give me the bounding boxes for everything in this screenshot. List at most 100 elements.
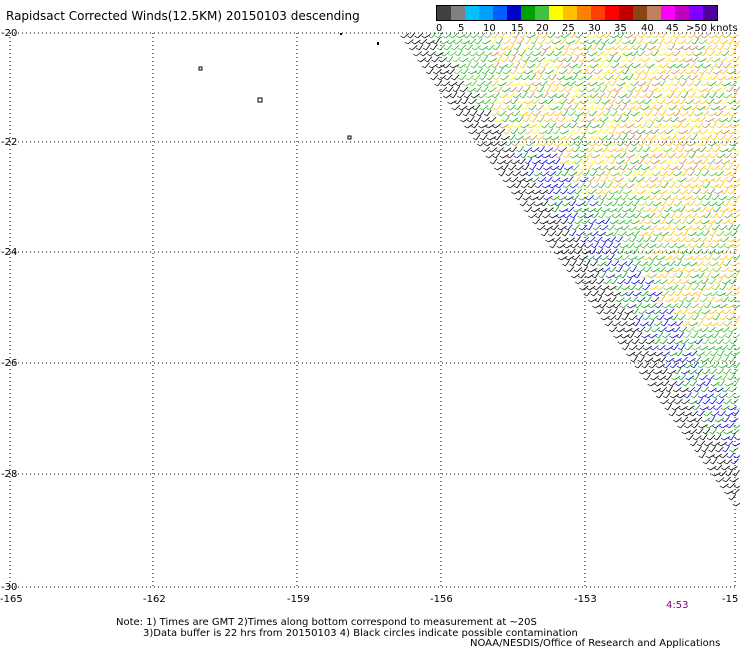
wind-barb	[686, 116, 692, 123]
wind-barb-flag	[528, 215, 532, 219]
wind-barb-flag	[516, 179, 520, 183]
wind-barb	[679, 254, 685, 261]
wind-barb	[543, 171, 550, 177]
wind-barb	[490, 87, 497, 93]
wind-barb	[721, 333, 728, 339]
wind-barb-flag	[729, 371, 734, 375]
wind-barb-flag	[722, 203, 726, 207]
wind-barb-flag	[618, 155, 622, 159]
wind-barb	[434, 56, 440, 63]
wind-barb	[663, 290, 669, 297]
wind-barb	[711, 201, 718, 207]
colorbar-swatches	[436, 5, 718, 21]
wind-barb-flag	[719, 209, 724, 213]
wind-barb	[703, 357, 710, 363]
wind-barb	[682, 279, 690, 285]
wind-barb-flag	[624, 95, 629, 99]
wind-barb	[703, 110, 710, 117]
wind-barb-flag	[530, 71, 535, 75]
wind-barb-flag	[537, 149, 541, 153]
wind-barb	[636, 73, 641, 81]
wind-barb-flag	[676, 197, 680, 201]
wind-barb-flag	[647, 245, 651, 249]
wind-barb-flag	[685, 437, 690, 441]
wind-barb	[675, 141, 683, 147]
wind-barb-flag	[603, 95, 608, 99]
wind-barb	[637, 86, 643, 93]
wind-barb	[717, 417, 725, 423]
wind-barb	[498, 38, 504, 45]
wind-barb-flag	[711, 59, 715, 63]
wind-barb	[669, 34, 676, 39]
wind-barb-flag	[582, 173, 586, 177]
wind-barb-flag	[713, 161, 718, 165]
wind-barb-flag	[726, 71, 731, 75]
wind-barb	[654, 219, 661, 225]
wind-barb	[710, 81, 717, 87]
wind-barb-flag	[566, 239, 570, 243]
wind-barb	[725, 445, 730, 453]
wind-barb	[646, 266, 652, 273]
wind-barb-flag	[685, 407, 689, 411]
wind-barb-flag	[611, 125, 615, 129]
wind-barb-flag	[724, 215, 728, 219]
wind-barb-flag	[651, 53, 655, 57]
wind-barb-flag	[625, 323, 630, 327]
colorbar-label: 40	[641, 23, 654, 34]
wind-barb	[524, 103, 530, 111]
wind-barb-flag	[701, 449, 705, 453]
wind-barb-flag	[731, 215, 735, 219]
wind-barb-flag	[698, 317, 702, 321]
wind-barb-flag	[719, 347, 724, 351]
wind-barb-flag	[717, 413, 722, 417]
wind-barb-flag	[682, 413, 687, 417]
wind-barb	[589, 68, 596, 75]
wind-barb	[713, 212, 719, 219]
wind-barb-flag	[533, 173, 537, 177]
wind-barb-flag	[655, 197, 659, 201]
wind-barb	[725, 368, 732, 375]
wind-barb-flag	[529, 197, 533, 201]
wind-barb	[680, 314, 686, 321]
wind-barb	[636, 351, 642, 357]
wind-barb-flag	[568, 65, 573, 69]
wind-barb-flag	[659, 311, 663, 315]
wind-barb-flag	[631, 233, 636, 237]
wind-barb	[585, 94, 593, 99]
wind-barb	[550, 230, 557, 237]
wind-barb	[587, 105, 594, 111]
wind-barb	[478, 129, 485, 135]
wind-barb	[672, 116, 679, 123]
wind-barb-flag	[690, 197, 694, 201]
wind-barb	[610, 39, 617, 45]
wind-barb-flag	[551, 209, 556, 213]
wind-barb-flag	[697, 335, 701, 339]
wind-barb	[674, 405, 681, 411]
wind-barb-flag	[711, 365, 716, 369]
wind-barb	[679, 57, 686, 63]
wind-barb-flag	[505, 143, 509, 147]
wind-barb-flag	[431, 59, 435, 63]
wind-barb	[650, 381, 657, 387]
wind-barb-flag	[697, 167, 701, 171]
wind-barb	[516, 43, 522, 51]
wind-barb	[479, 141, 486, 147]
wind-barb-flag	[691, 41, 695, 45]
wind-barb	[640, 140, 646, 147]
wind-barb-flag	[560, 251, 565, 255]
wind-barb-flag	[558, 119, 562, 123]
wind-barb	[631, 206, 637, 213]
wind-barb	[727, 411, 735, 417]
wind-barb-flag	[618, 323, 623, 327]
wind-barb	[699, 135, 707, 141]
wind-barb	[554, 177, 561, 183]
wind-barb	[621, 261, 628, 267]
wind-barb-flag	[690, 167, 694, 171]
wind-barb-flag	[722, 371, 727, 375]
wind-barb	[642, 153, 649, 159]
wind-barb	[734, 75, 740, 81]
wind-barb-flag	[689, 353, 693, 357]
wind-barb-flag	[432, 71, 437, 75]
wind-barb-flag	[507, 137, 512, 141]
wind-barb	[697, 368, 704, 375]
